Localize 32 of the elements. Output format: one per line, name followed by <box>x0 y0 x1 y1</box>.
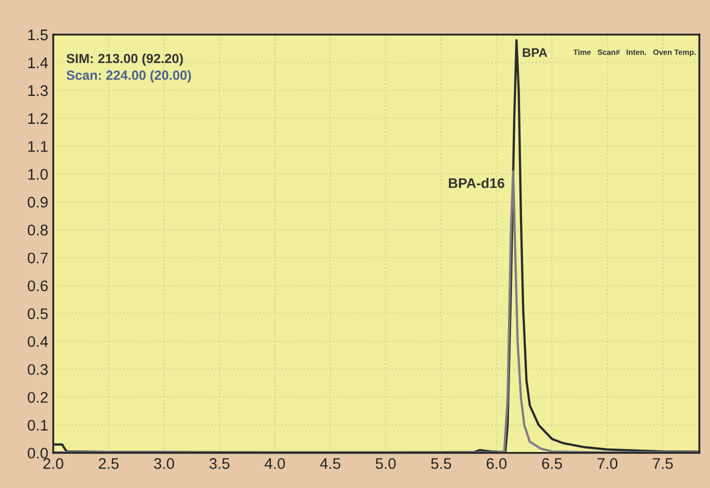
y-tick-label: 0.4 <box>28 336 48 348</box>
x-tick-label: 3.0 <box>154 458 174 469</box>
x-tick-label: 7.0 <box>598 458 618 469</box>
x-tick-label: 6.0 <box>486 458 507 469</box>
x-tick-label: 3.5 <box>209 458 230 469</box>
annotation: Scan: 224.00 (20.00) <box>66 70 191 82</box>
x-tick-label: 7.5 <box>652 458 673 469</box>
y-tick-label: 0.8 <box>28 224 48 236</box>
y-tick-label: 0.3 <box>28 364 48 375</box>
y-tick-label: 0.7 <box>28 252 48 264</box>
y-tick-label: 1.2 <box>28 113 48 124</box>
x-tick-label: 4.0 <box>264 458 285 469</box>
y-tick-label: 1.4 <box>28 58 48 68</box>
y-tick-label: 1.0 <box>28 168 48 180</box>
x-tick-label: 2.0 <box>43 458 64 469</box>
x-tick-label: 5.5 <box>431 458 452 469</box>
y-tick-label: 1.3 <box>28 85 48 96</box>
x-tick-label: 6.5 <box>542 458 562 469</box>
x-tick-label: 5.0 <box>376 458 396 469</box>
x-tick-label: 4.5 <box>320 458 340 469</box>
x-tick-label: 2.5 <box>98 458 119 469</box>
annotation: SIM: 213.00 (92.20) <box>66 53 183 66</box>
y-tick-label: 0.5 <box>28 308 48 320</box>
series-label: BPA-d16 <box>448 178 504 188</box>
y-tick-label: 0.9 <box>28 196 48 208</box>
y-tick-label: 1.1 <box>28 141 48 152</box>
series-label: BPA <box>522 48 548 57</box>
y-tick-label: 0.1 <box>28 420 48 431</box>
y-tick-label: 0.6 <box>28 280 48 292</box>
y-tick-label: 0.0 <box>28 448 48 459</box>
y-tick-label: 1.5 <box>28 30 48 40</box>
y-tick-label: 0.2 <box>28 392 48 403</box>
